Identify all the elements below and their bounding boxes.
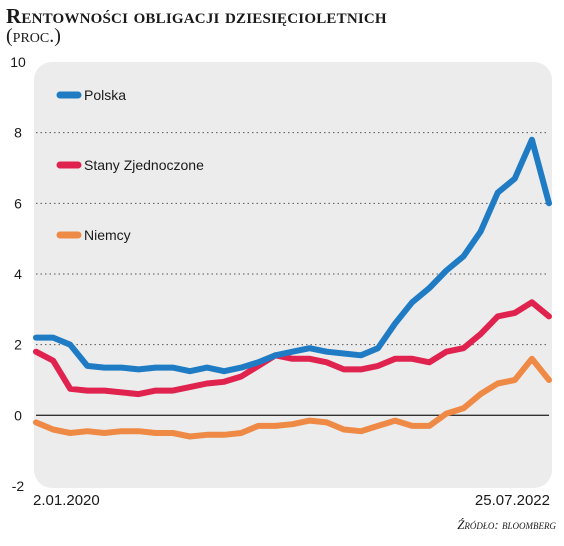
series-lines — [33, 136, 552, 440]
x-axis-tick-labels: 2.01.2020 25.07.2022 — [33, 492, 550, 509]
y-tick-label: 8 — [14, 125, 22, 141]
plot-area — [34, 62, 552, 488]
series-line-1 — [33, 136, 552, 375]
series-line-2 — [33, 299, 552, 398]
y-tick-label: 6 — [14, 195, 22, 211]
gridlines — [36, 132, 549, 417]
legend-label: Polska — [84, 87, 126, 103]
y-tick-label: -2 — [12, 478, 25, 494]
series-line-3 — [33, 355, 552, 440]
chart-title: Rentowności obligacji dziesięcioletnich — [6, 4, 387, 28]
y-tick-label: 10 — [10, 54, 26, 70]
y-tick-label: 4 — [14, 266, 22, 282]
legend: Polska Stany Zjednoczone Niemcy — [56, 87, 204, 243]
chart-subtitle: (proc.) — [6, 25, 61, 47]
y-tick-label: 0 — [14, 407, 22, 423]
y-tick-label: 2 — [14, 337, 22, 353]
source-note: Źródło: bloomberg — [457, 517, 556, 532]
y-axis-tick-labels: -2 0 2 4 6 8 10 — [10, 54, 26, 494]
x-tick-label-end: 25.07.2022 — [475, 492, 550, 509]
x-tick-label-start: 2.01.2020 — [33, 492, 100, 509]
legend-label: Niemcy — [84, 227, 131, 243]
legend-label: Stany Zjednoczone — [84, 157, 204, 173]
